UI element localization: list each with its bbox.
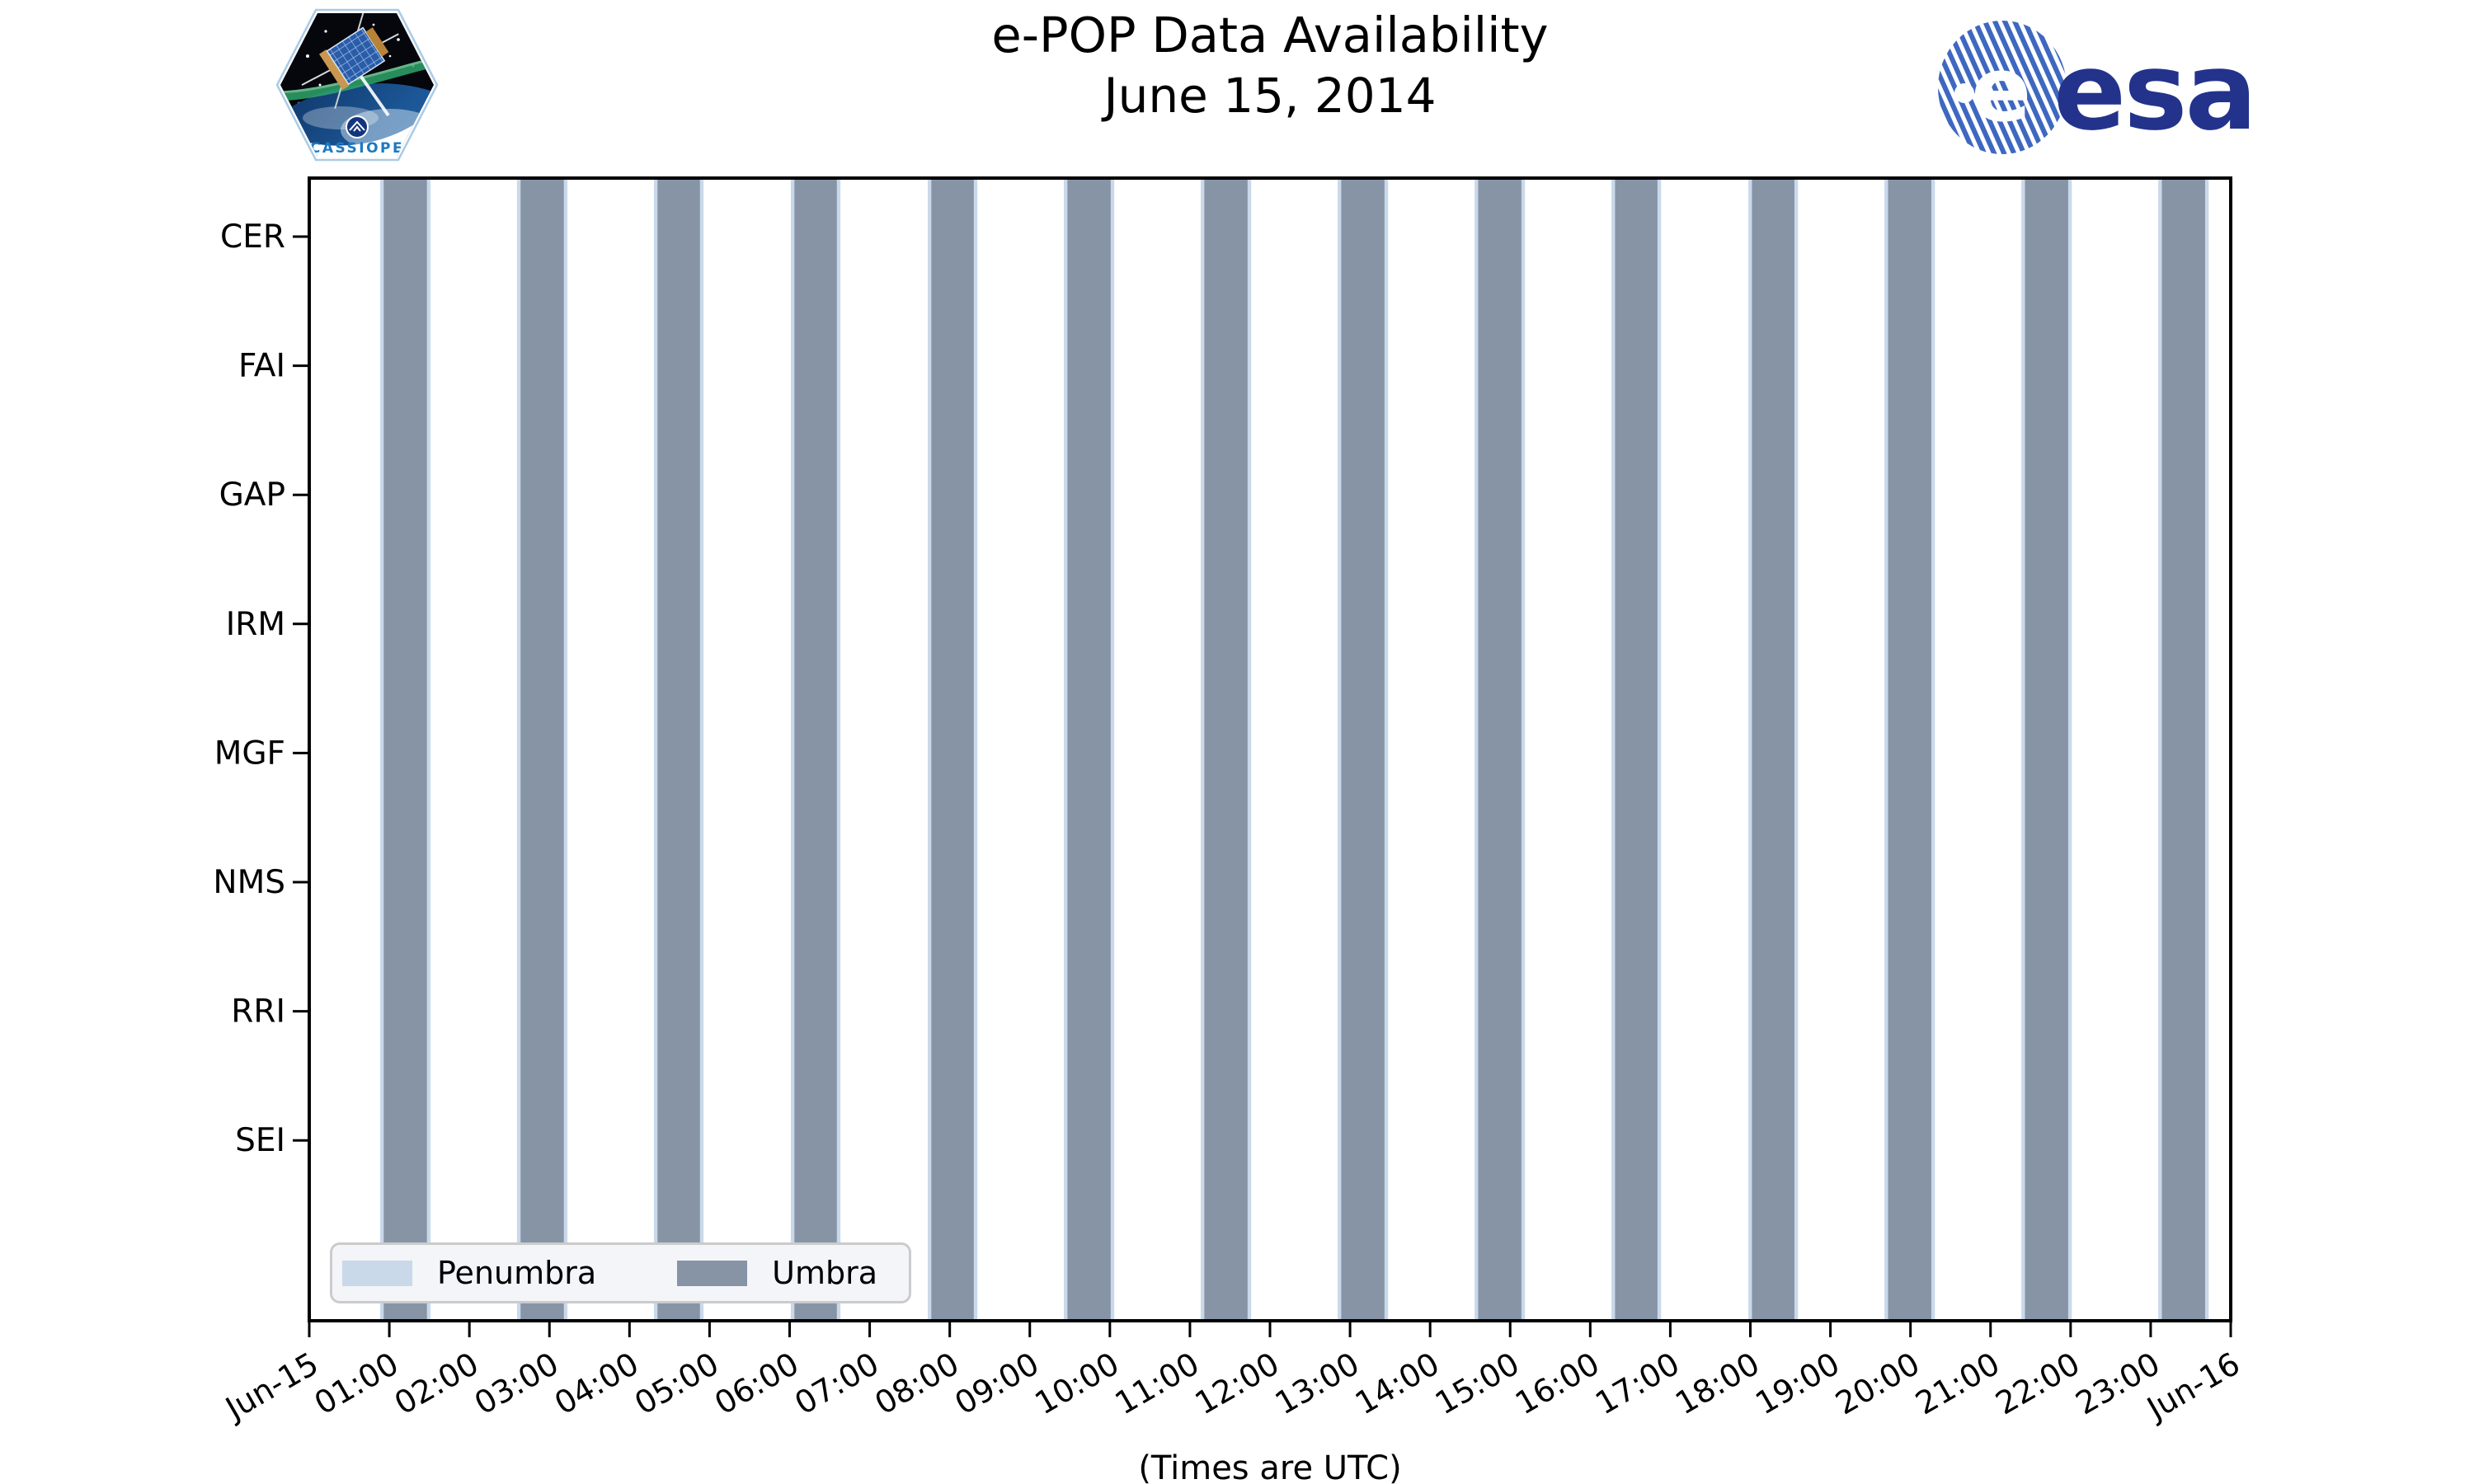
x-tick-label: 16:00 — [1509, 1345, 1606, 1422]
umbra-swatch-icon — [677, 1260, 748, 1286]
x-tick-label: 02:00 — [388, 1345, 485, 1422]
patch-mission-name: CASSIOPE — [310, 140, 404, 157]
y-tick-label: NMS — [213, 864, 285, 901]
umbra-bar — [2161, 178, 2205, 1321]
patch-beam — [355, 69, 390, 117]
x-tick-label: 06:00 — [708, 1345, 805, 1422]
penumbra-swatch-icon — [342, 1260, 412, 1286]
x-tick-label: 21:00 — [1909, 1345, 2006, 1422]
umbra-bar — [1341, 178, 1385, 1321]
patch-satellite — [301, 13, 399, 110]
patch-outer-ring — [275, 8, 439, 162]
x-tick-label: 15:00 — [1429, 1345, 1526, 1422]
umbra-bar — [383, 178, 427, 1321]
chart-legend: Penumbra Umbra — [330, 1242, 911, 1303]
umbra-bar — [1478, 178, 1522, 1321]
x-tick-label: 13:00 — [1269, 1345, 1366, 1422]
x-tick-label: 20:00 — [1829, 1345, 1926, 1422]
esa-logo-svg: e esa — [1938, 21, 2257, 154]
x-tick-label: 10:00 — [1028, 1345, 1125, 1422]
umbra-bar — [1615, 178, 1658, 1321]
svg-text:e: e — [1971, 39, 2031, 142]
y-tick-label: RRI — [231, 993, 285, 1031]
umbra-bar — [1752, 178, 1794, 1321]
x-tick-label: 03:00 — [468, 1345, 565, 1422]
cassiope-mission-patch-icon: CASSIOPE — [275, 7, 440, 163]
chart-title-block: e-POP Data Availability June 15, 2014 — [309, 5, 2231, 125]
umbra-bar — [2025, 178, 2068, 1321]
x-tick-label: 19:00 — [1749, 1345, 1846, 1422]
patch-aurora — [280, 59, 434, 101]
legend-label-penumbra: Penumbra — [437, 1255, 597, 1291]
x-tick-label: 07:00 — [788, 1345, 885, 1422]
x-tick-label: 22:00 — [1989, 1345, 2086, 1422]
umbra-bar — [931, 178, 974, 1321]
x-tick-label: 05:00 — [628, 1345, 725, 1422]
y-tick-label: CER — [220, 218, 285, 256]
plot-spines — [308, 176, 2232, 1322]
x-tick-label: 14:00 — [1349, 1345, 1446, 1422]
esa-globe-icon: e — [1938, 21, 2067, 154]
y-tick-label: IRM — [226, 606, 285, 643]
y-tick-label: SEI — [235, 1122, 285, 1159]
esa-wordmark: esa — [2053, 29, 2255, 154]
x-tick-label: 11:00 — [1109, 1345, 1206, 1422]
umbra-bar — [520, 178, 564, 1321]
x-axis-caption: (Times are UTC) — [1138, 1449, 1402, 1484]
umbra-bar — [1204, 178, 1248, 1321]
x-tick-label: 04:00 — [548, 1345, 645, 1422]
x-tick-label: 17:00 — [1589, 1345, 1686, 1422]
legend-label-umbra: Umbra — [772, 1255, 878, 1291]
y-tick-label: FAI — [238, 348, 285, 385]
x-tick-label: 08:00 — [868, 1345, 965, 1422]
x-tick-label: 01:00 — [308, 1345, 405, 1422]
x-tick-label: 09:00 — [948, 1345, 1045, 1422]
chart-subtitle: June 15, 2014 — [1103, 68, 1437, 124]
umbra-bar — [657, 178, 700, 1321]
umbra-bar — [1888, 178, 1931, 1321]
esa-logo: e esa — [1930, 15, 2276, 163]
y-tick-label: MGF — [214, 735, 285, 772]
y-tick-label: GAP — [219, 477, 285, 514]
csa-roundel-icon — [346, 115, 369, 139]
umbra-bar — [1067, 178, 1111, 1321]
x-tick-label: Jun-15 — [219, 1345, 325, 1428]
x-tick-label: 18:00 — [1669, 1345, 1766, 1422]
x-tick-label: 12:00 — [1189, 1345, 1286, 1422]
x-tick-label: Jun-16 — [2140, 1345, 2246, 1428]
umbra-bar — [794, 178, 837, 1321]
chart-title: e-POP Data Availability — [991, 7, 1549, 63]
cassiope-patch-svg: CASSIOPE — [275, 8, 439, 162]
